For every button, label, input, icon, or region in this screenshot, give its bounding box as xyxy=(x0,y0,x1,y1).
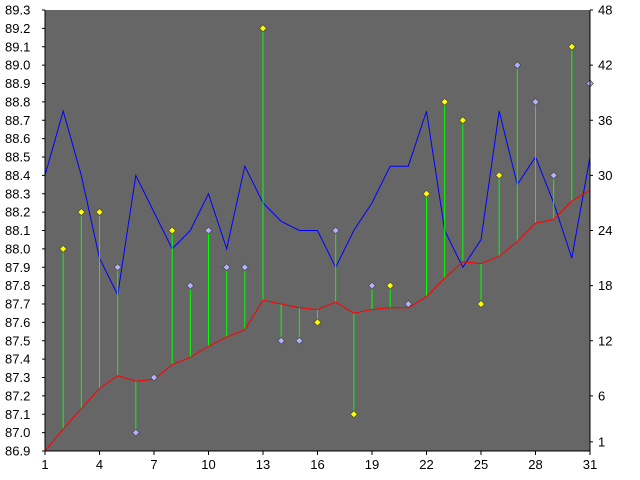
x-tick-label: 25 xyxy=(474,457,488,472)
y-tick-label: 87.3 xyxy=(5,370,30,385)
x-tick-label: 16 xyxy=(310,457,324,472)
y2-tick-label: 42 xyxy=(598,58,612,73)
markers xyxy=(59,24,594,437)
y-tick-label: 89.3 xyxy=(5,3,30,18)
y-tick-label: 88.7 xyxy=(5,113,30,128)
data-point-marker xyxy=(240,263,249,272)
data-point-marker xyxy=(295,336,304,345)
blue-line xyxy=(44,109,591,297)
y-tick-label: 87.7 xyxy=(5,297,30,312)
y-tick-label: 88.1 xyxy=(5,223,30,238)
y2-tick-label: 48 xyxy=(598,3,612,18)
data-point-marker xyxy=(567,42,576,51)
y-tick-label: 89.1 xyxy=(5,39,30,54)
y-tick-label: 86.9 xyxy=(5,444,30,459)
y-tick-label: 87.6 xyxy=(5,315,30,330)
y2-tick-label: 6 xyxy=(598,388,605,403)
left-axis: 86.9 87.0 87.1 87.2 87.3 87.4 87.5 87.6 87.7 87.8… xyxy=(5,3,46,459)
y2-tick-label: 12 xyxy=(598,333,612,348)
data-point-marker xyxy=(549,171,558,180)
y-tick-label: 89.0 xyxy=(5,58,30,73)
y-tick-label: 87.2 xyxy=(5,388,30,403)
y-tick-label: 87.4 xyxy=(5,352,30,367)
x-tick-label: 7 xyxy=(150,457,157,472)
y-tick-label: 89.2 xyxy=(5,21,30,36)
y-tick-label: 88.9 xyxy=(5,76,30,91)
bottom-axis: 1 4 7 10 13 16 19 22 25 28 31 xyxy=(41,450,597,472)
y-tick-label: 88.6 xyxy=(5,131,30,146)
y2-tick-label: 24 xyxy=(598,223,612,238)
x-tick-label: 4 xyxy=(96,457,103,472)
x-tick-label: 22 xyxy=(419,457,433,472)
x-tick-label: 28 xyxy=(528,457,542,472)
y-tick-label: 88.8 xyxy=(5,94,30,109)
y-tick-label: 87.0 xyxy=(5,425,30,440)
right-axis: 1 6 12 18 24 30 36 42 48 xyxy=(589,3,612,451)
data-point-marker xyxy=(259,24,267,33)
x-tick-label: 13 xyxy=(256,457,270,472)
y-tick-label: 88.5 xyxy=(5,150,30,165)
x-tick-label: 19 xyxy=(365,457,379,472)
y2-tick-label: 36 xyxy=(598,113,612,128)
data-point-marker xyxy=(95,208,104,217)
data-point-marker xyxy=(331,226,340,235)
data-point-marker xyxy=(131,428,140,437)
y2-tick-label: 30 xyxy=(598,168,612,183)
data-point-marker xyxy=(422,189,431,198)
data-point-marker xyxy=(204,226,213,235)
x-tick-label: 10 xyxy=(201,457,215,472)
data-point-marker xyxy=(368,281,376,290)
data-point-marker xyxy=(113,263,122,272)
data-point-marker xyxy=(349,410,358,419)
drop-lines xyxy=(62,28,591,433)
y-tick-label: 88.3 xyxy=(5,186,30,201)
red-series xyxy=(44,189,591,452)
x-tick-label: 31 xyxy=(583,457,597,472)
data-point-marker xyxy=(495,171,504,180)
y-tick-label: 87.5 xyxy=(5,333,30,348)
data-point-marker xyxy=(186,281,195,290)
data-point-marker xyxy=(513,61,522,70)
x-tick-label: 1 xyxy=(41,457,48,472)
data-point-marker xyxy=(150,373,158,382)
blue-series xyxy=(44,109,591,297)
red-line xyxy=(44,189,591,452)
y-tick-label: 88.2 xyxy=(5,205,30,220)
data-point-marker xyxy=(313,318,322,327)
data-point-marker xyxy=(531,97,540,106)
y2-tick-label: 18 xyxy=(598,278,612,293)
data-point-marker xyxy=(77,208,86,217)
data-point-marker xyxy=(59,244,68,253)
y-tick-label: 87.9 xyxy=(5,260,30,275)
data-point-marker xyxy=(222,263,231,272)
y-tick-label: 87.8 xyxy=(5,278,30,293)
data-point-marker xyxy=(458,116,467,125)
data-point-marker xyxy=(477,300,485,308)
data-point-marker xyxy=(277,336,286,345)
data-point-marker xyxy=(386,281,395,290)
y-tick-label: 87.1 xyxy=(5,407,30,422)
data-point-marker xyxy=(168,226,177,235)
data-point-marker xyxy=(404,300,413,308)
data-point-marker xyxy=(440,97,449,106)
y-tick-label: 88.0 xyxy=(5,241,30,256)
y-tick-label: 88.4 xyxy=(5,168,30,183)
y2-tick-label: 1 xyxy=(598,434,605,449)
